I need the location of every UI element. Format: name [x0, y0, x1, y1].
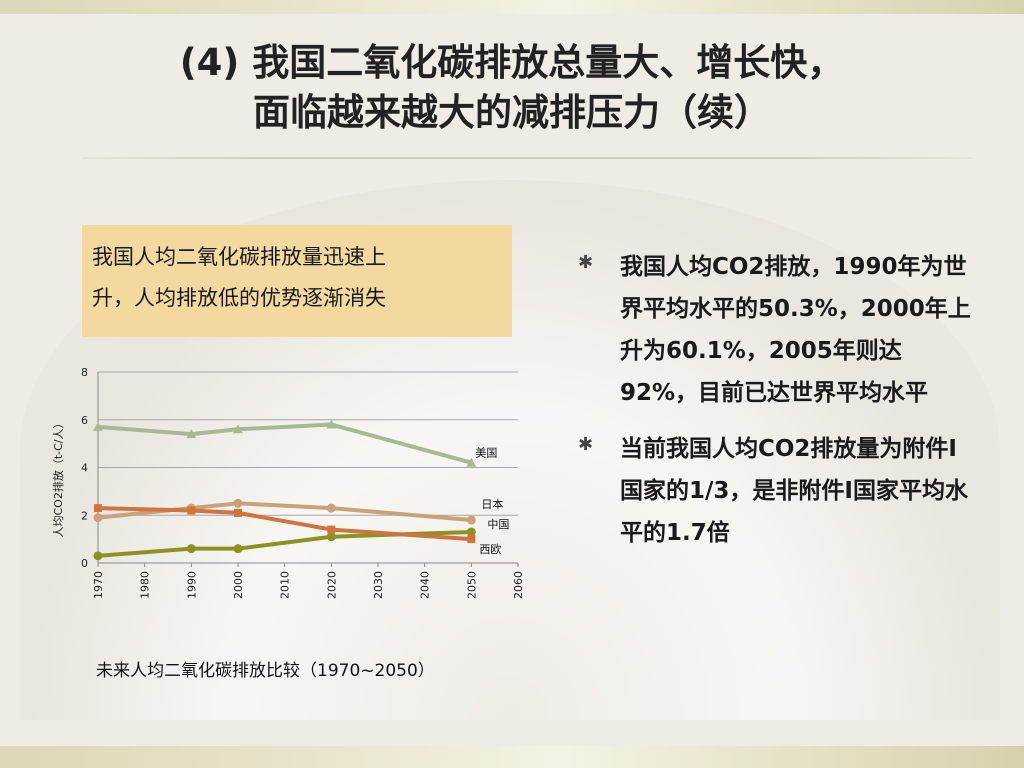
- data-point: [186, 544, 196, 554]
- x-tick-label: 2020: [325, 571, 338, 599]
- asterisk-icon: ✱: [578, 434, 594, 455]
- callout-box: 我国人均二氧化碳排放量迅速上 升，人均排放低的优势逐渐消失: [82, 225, 512, 337]
- x-tick-label: 2040: [419, 571, 432, 599]
- series-label: 西欧: [479, 543, 501, 556]
- series-line-1: [96, 501, 474, 523]
- data-point: [326, 503, 336, 513]
- callout-line-1: 我国人均二氧化碳排放量迅速上: [92, 245, 386, 269]
- top-decor-band: [0, 0, 1024, 14]
- bottom-decor-band: [0, 746, 1024, 768]
- series-label: 美国: [475, 447, 497, 460]
- bullet-item-1: ✱ 我国人均CO2排放，1990年为世界平均水平的50.3%，2000年上升为6…: [578, 246, 978, 414]
- data-point: [233, 544, 243, 554]
- x-tick-label: 2000: [232, 571, 245, 599]
- y-axis-label: 人均CO2排放（t-C/人）: [51, 417, 65, 537]
- x-tick-label: 1990: [185, 571, 198, 599]
- series-label: 日本: [481, 497, 503, 511]
- line-chart: 0 2 4 6 8 1970 1980 1990 2000 2010 2020 2030 2040 205…: [51, 366, 525, 599]
- data-point: [326, 419, 337, 429]
- data-point: [186, 429, 197, 439]
- bullet-text-2: 当前我国人均CO2排放量为附件I国家的1/3，是非附件I国家平均水平的1.7倍: [620, 436, 968, 546]
- slide-title: (4) 我国二氧化碳排放总量大、增长快， 面临越来越大的减排压力（续）: [0, 38, 1024, 138]
- data-point: [234, 508, 242, 517]
- title-divider: [82, 157, 972, 159]
- chart-caption: 未来人均二氧化碳排放比较（1970~2050）: [96, 661, 435, 681]
- data-point: [466, 515, 476, 525]
- title-line-2: 面临越来越大的减排压力（续）: [253, 91, 771, 134]
- data-point: [94, 504, 102, 513]
- y-tick-label: 4: [81, 462, 88, 475]
- asterisk-icon: ✱: [578, 252, 594, 273]
- data-point: [93, 421, 103, 431]
- data-point: [326, 532, 336, 542]
- x-tick-label: 1980: [139, 571, 152, 599]
- data-point: [93, 513, 103, 523]
- callout-line-2: 升，人均排放低的优势逐渐消失: [92, 286, 386, 310]
- data-point: [466, 527, 476, 537]
- title-line-1: (4) 我国二氧化碳排放总量大、增长快，: [179, 41, 845, 84]
- data-point: [467, 535, 476, 544]
- x-tick-label: 2060: [512, 571, 525, 599]
- x-tick-label: 1970: [92, 571, 105, 599]
- y-tick-label: 6: [81, 414, 88, 427]
- series-line-0: [96, 422, 474, 465]
- x-tick-label: 2030: [372, 571, 385, 599]
- bullet-item-2: ✱ 当前我国人均CO2排放量为附件I国家的1/3，是非附件I国家平均水平的1.7…: [578, 428, 978, 554]
- bullet-list: ✱ 我国人均CO2排放，1990年为世界平均水平的50.3%，2000年上升为6…: [578, 246, 978, 568]
- data-point: [233, 424, 243, 434]
- x-tick-label: 2010: [279, 571, 292, 599]
- data-point: [327, 525, 336, 534]
- y-tick-label: 2: [81, 509, 88, 522]
- bullet-text-1: 我国人均CO2排放，1990年为世界平均水平的50.3%，2000年上升为60.…: [620, 254, 971, 406]
- data-point: [233, 498, 243, 508]
- data-point: [466, 457, 477, 467]
- x-tick-label: 2050: [465, 571, 478, 599]
- data-point: [187, 506, 196, 515]
- y-tick-label: 0: [81, 557, 88, 570]
- data-point: [93, 551, 103, 561]
- y-tick-label: 8: [81, 366, 88, 379]
- series-label: 中国: [487, 518, 509, 531]
